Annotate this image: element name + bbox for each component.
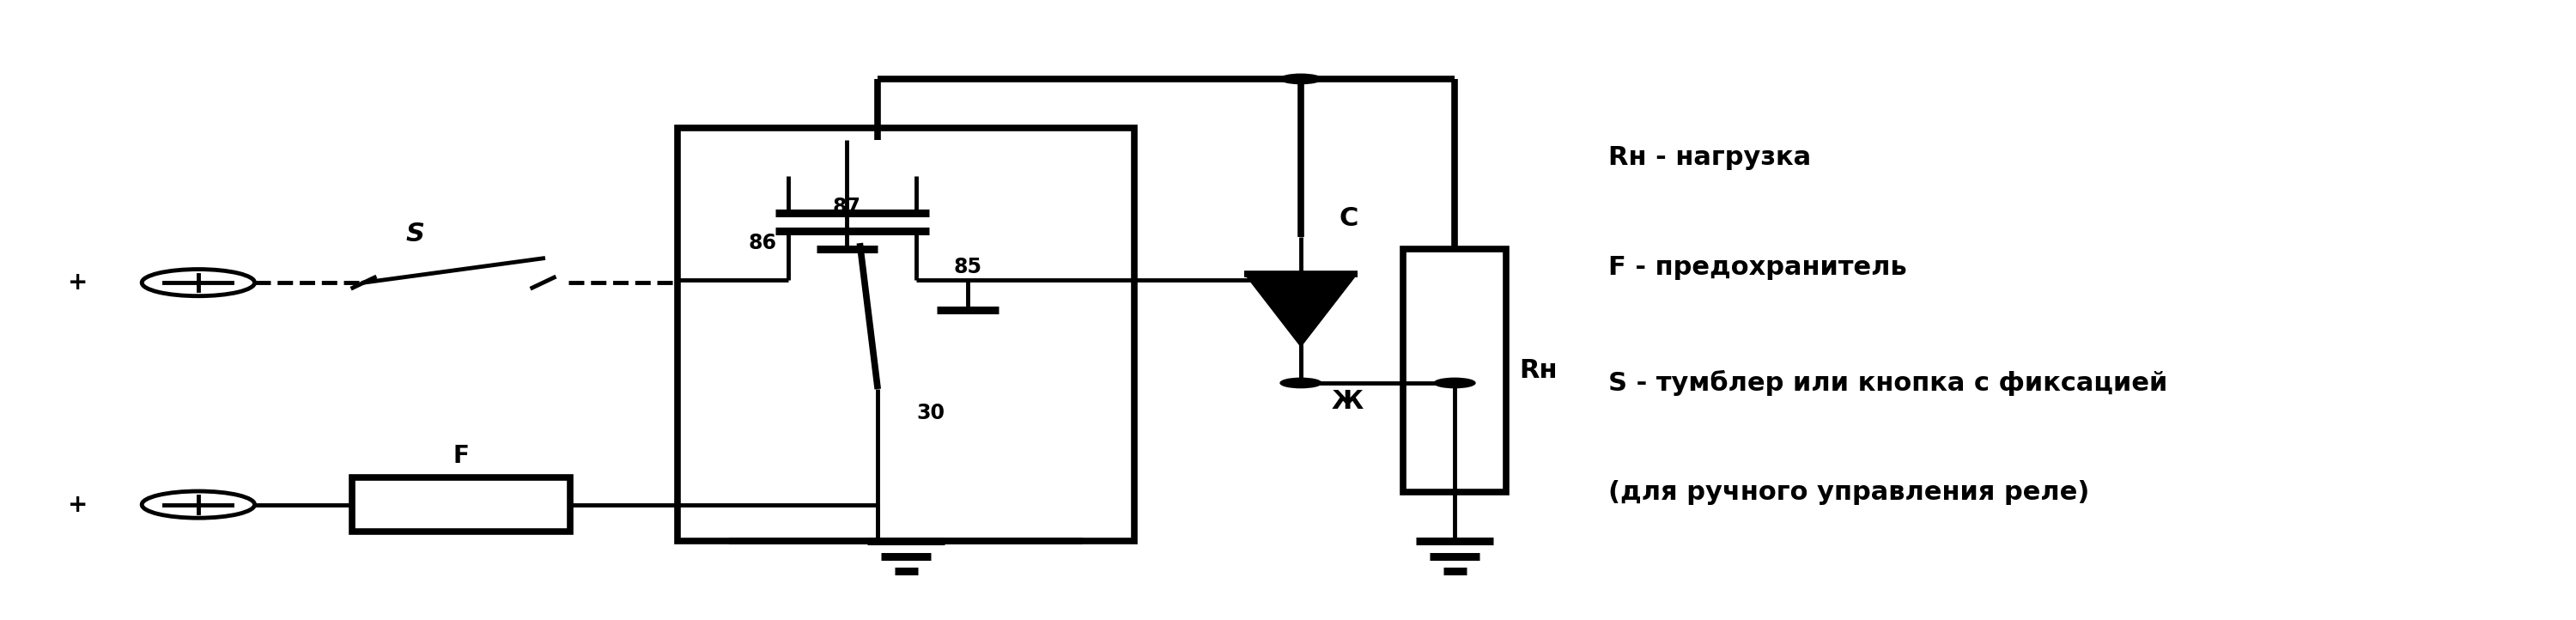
Circle shape — [1280, 74, 1321, 84]
Text: Rн - нагрузка: Rн - нагрузка — [1607, 146, 1811, 170]
Text: С: С — [1340, 206, 1358, 231]
Text: Rн: Rн — [1520, 358, 1556, 383]
Text: 85: 85 — [953, 257, 981, 278]
Circle shape — [1280, 378, 1321, 388]
Text: +: + — [67, 270, 88, 294]
Text: Ж: Ж — [1332, 389, 1363, 414]
Text: F: F — [453, 444, 469, 468]
Text: 87: 87 — [832, 197, 860, 217]
Text: 30: 30 — [917, 403, 945, 423]
Text: S: S — [404, 221, 425, 246]
Text: F - предохранитель: F - предохранитель — [1607, 255, 1906, 280]
Polygon shape — [1244, 273, 1358, 347]
Bar — [1404, 249, 1507, 492]
Text: (для ручного управления реле): (для ручного управления реле) — [1607, 480, 2089, 505]
Text: S - тумблер или кнопка с фиксацией: S - тумблер или кнопка с фиксацией — [1607, 370, 2169, 396]
Text: 86: 86 — [747, 232, 775, 254]
Circle shape — [1435, 378, 1476, 388]
Text: +: + — [67, 492, 88, 516]
Bar — [677, 128, 1133, 541]
Bar — [353, 477, 569, 532]
